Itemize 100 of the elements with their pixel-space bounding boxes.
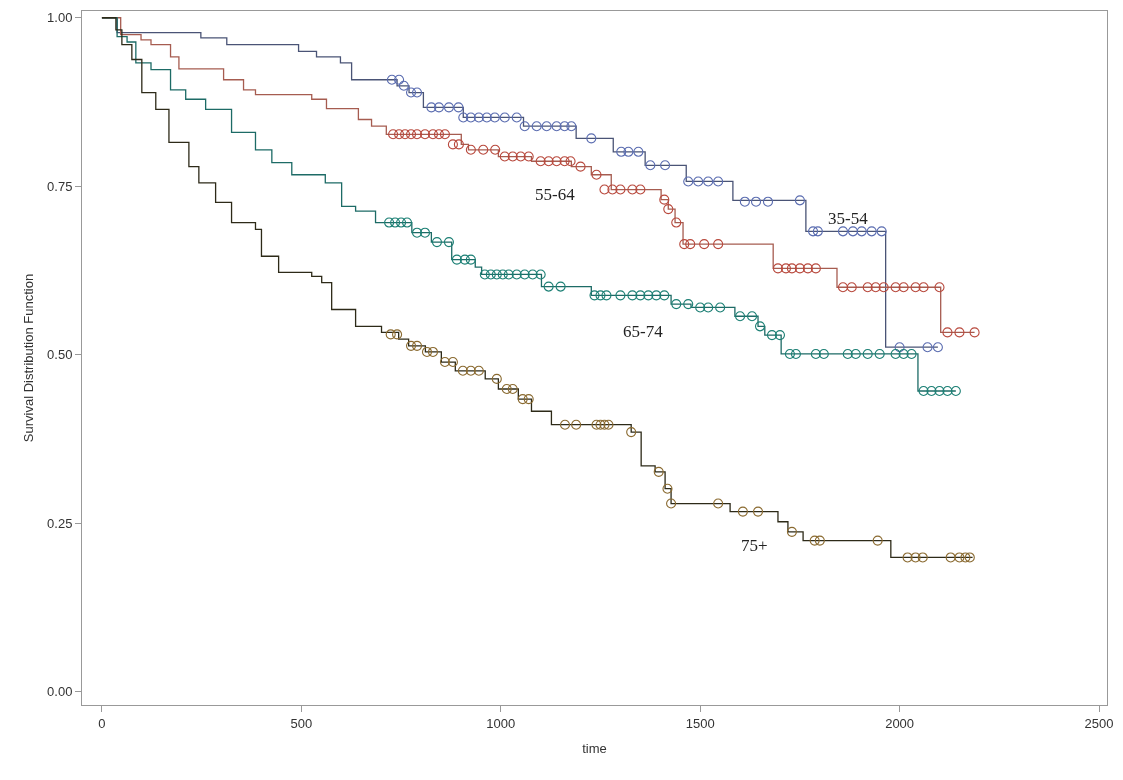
point [922, 342, 933, 353]
point [465, 112, 476, 123]
point [433, 102, 445, 113]
point [846, 282, 857, 293]
point [898, 348, 909, 360]
point [750, 196, 762, 207]
point [447, 356, 458, 368]
point [627, 290, 638, 301]
point [517, 394, 528, 405]
point [451, 254, 462, 265]
point [917, 552, 928, 563]
point [479, 269, 490, 280]
point [433, 129, 445, 140]
point [626, 427, 637, 438]
point [591, 419, 602, 430]
point [390, 217, 401, 228]
point [571, 419, 582, 430]
point [814, 535, 825, 546]
x-tick-label: 0 [98, 715, 106, 731]
point [643, 290, 654, 301]
point [615, 184, 626, 195]
point [910, 552, 921, 563]
point [898, 282, 909, 293]
point [519, 121, 530, 132]
point [394, 74, 405, 85]
point [595, 290, 606, 301]
point [575, 161, 586, 172]
point [405, 340, 417, 351]
point [465, 365, 476, 376]
point [439, 129, 450, 140]
point [659, 290, 670, 301]
point [969, 327, 980, 338]
point [671, 299, 682, 310]
point [491, 269, 502, 280]
point [635, 184, 646, 195]
point [623, 146, 634, 157]
point [890, 348, 901, 360]
point [396, 217, 407, 228]
point [695, 302, 706, 313]
point [942, 385, 953, 397]
point [386, 74, 397, 85]
point [601, 290, 612, 301]
point [503, 269, 514, 280]
point [459, 254, 470, 265]
point [527, 269, 538, 280]
point [786, 263, 797, 274]
annotation: 35-54 [828, 209, 869, 228]
point [960, 552, 971, 563]
point [385, 329, 396, 340]
y-axis-title: Survival Distribution Function [21, 273, 37, 443]
point [421, 346, 433, 357]
point [453, 139, 464, 150]
point [490, 144, 501, 155]
point [439, 356, 450, 368]
point [663, 204, 674, 215]
point [932, 342, 943, 353]
point [447, 139, 458, 150]
point [499, 112, 510, 123]
point [786, 526, 797, 537]
point [473, 365, 484, 376]
annotation: 75+ [741, 536, 768, 555]
point [531, 121, 542, 132]
point [752, 506, 764, 517]
point [616, 146, 627, 157]
point [398, 80, 409, 91]
point [780, 263, 791, 274]
point [478, 144, 489, 155]
point [837, 282, 849, 293]
point [559, 121, 570, 132]
point [555, 281, 566, 292]
point [866, 226, 877, 237]
point [411, 129, 423, 140]
point [945, 552, 956, 563]
point [754, 321, 766, 332]
x-tick-label: 1500 [685, 715, 715, 731]
point [507, 151, 518, 162]
point [394, 129, 405, 140]
point [443, 237, 454, 248]
point [607, 184, 618, 195]
point [519, 269, 530, 280]
point [693, 176, 704, 187]
point [739, 196, 750, 207]
point [651, 290, 662, 301]
point [411, 227, 423, 238]
point [489, 112, 500, 123]
point [737, 506, 748, 517]
point [405, 129, 417, 140]
point [894, 342, 905, 353]
y-tick-label: 1.00 [47, 10, 73, 26]
point [964, 552, 975, 563]
point [535, 269, 546, 280]
point [666, 498, 677, 509]
y-tick-label: 0.50 [47, 347, 73, 363]
point [950, 385, 961, 397]
point [426, 102, 437, 113]
point [870, 282, 881, 293]
point [862, 282, 873, 293]
y-tick-label: 0.25 [47, 515, 73, 531]
point [794, 195, 805, 206]
point [809, 535, 820, 546]
